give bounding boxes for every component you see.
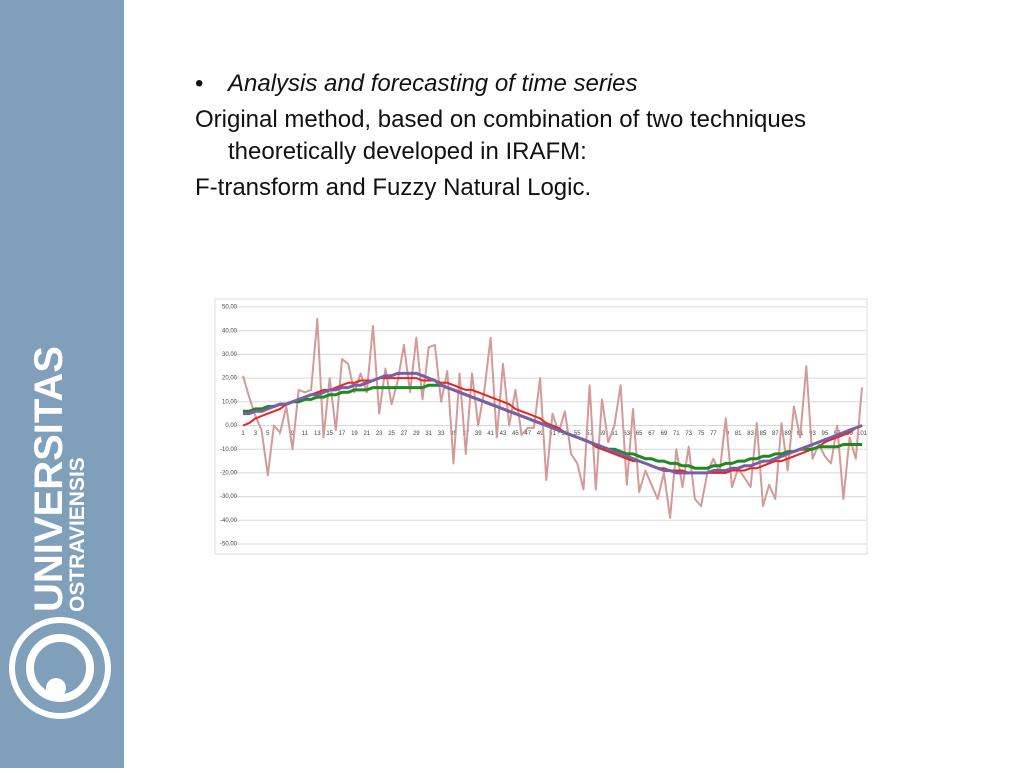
- x-tick-label: 13: [314, 431, 321, 437]
- x-tick-label: 27: [401, 431, 408, 437]
- slide-text: • Analysis and forecasting of time series…: [195, 68, 935, 208]
- x-tick-label: 61: [611, 431, 618, 437]
- x-tick-label: 89: [784, 431, 791, 437]
- y-tick-label: 50,00: [222, 305, 238, 311]
- y-tick-label: -10,00: [220, 447, 238, 453]
- y-tick-label: -30,00: [220, 494, 238, 500]
- x-tick-label: 7: [278, 431, 282, 437]
- logo-name: UNIVERSITAS: [27, 346, 71, 612]
- x-tick-label: 79: [722, 431, 729, 437]
- x-tick-label: 83: [747, 431, 754, 437]
- x-tick-label: 1: [241, 431, 245, 437]
- x-tick-label: 17: [339, 431, 346, 437]
- logo: UNIVERSITAS OSTRAVIENSIS: [9, 346, 111, 719]
- logo-circle: [26, 634, 94, 702]
- x-tick-label: 23: [376, 431, 383, 437]
- x-tick-label: 25: [388, 431, 395, 437]
- x-tick-label: 85: [760, 431, 767, 437]
- x-tick-label: 29: [413, 431, 420, 437]
- x-tick-label: 31: [425, 431, 432, 437]
- y-tick-label: 10,00: [222, 399, 238, 405]
- side-bar: UNIVERSITAS OSTRAVIENSIS: [0, 0, 124, 768]
- y-tick-label: -50,00: [220, 542, 238, 548]
- bullet-text: Analysis and forecasting of time series: [228, 70, 638, 97]
- x-tick-label: 33: [438, 431, 445, 437]
- x-tick-label: 77: [710, 431, 717, 437]
- x-tick-label: 39: [475, 431, 482, 437]
- y-tick-label: 20,00: [222, 376, 238, 382]
- x-tick-label: 43: [500, 431, 507, 437]
- x-tick-label: 45: [512, 431, 519, 437]
- y-tick-label: -40,00: [220, 518, 238, 524]
- x-tick-label: 73: [685, 431, 692, 437]
- x-tick-label: 5: [266, 431, 270, 437]
- x-tick-label: 75: [698, 431, 705, 437]
- logo-dot: [46, 678, 66, 698]
- x-tick-label: 3: [254, 431, 258, 437]
- x-tick-label: 101: [857, 431, 868, 437]
- chart-frame: [214, 298, 868, 555]
- x-tick-label: 69: [661, 431, 668, 437]
- x-tick-label: 65: [636, 431, 643, 437]
- y-tick-label: 40,00: [222, 328, 238, 334]
- x-tick-label: 21: [363, 431, 370, 437]
- y-tick-label: -20,00: [220, 470, 238, 476]
- x-tick-label: 71: [673, 431, 680, 437]
- x-tick-label: 35: [450, 431, 457, 437]
- y-tick-label: 30,00: [222, 352, 238, 358]
- x-tick-label: 57: [586, 431, 593, 437]
- x-tick-label: 11: [302, 431, 309, 437]
- x-tick-label: 37: [462, 431, 469, 437]
- x-tick-label: 67: [648, 431, 655, 437]
- x-tick-label: 63: [623, 431, 630, 437]
- x-tick-label: 19: [351, 431, 358, 437]
- paragraph: Original method, based on combination of…: [195, 106, 807, 165]
- x-tick-label: 59: [599, 431, 606, 437]
- logo-circle: [9, 617, 111, 719]
- series-line: [243, 371, 863, 475]
- x-tick-label: 81: [735, 431, 742, 437]
- x-tick-label: 49: [537, 431, 544, 437]
- x-tick-label: 47: [524, 431, 531, 437]
- x-tick-label: 9: [291, 431, 295, 437]
- x-tick-label: 15: [326, 431, 333, 437]
- y-tick-label: 0,00: [225, 423, 237, 429]
- x-tick-label: 99: [846, 431, 853, 437]
- series-line: [242, 377, 863, 474]
- series-line: [242, 317, 863, 519]
- x-tick-label: 95: [822, 431, 829, 437]
- paragraph: F-transform and Fuzzy Natural Logic.: [195, 174, 592, 201]
- x-tick-label: 41: [487, 431, 494, 437]
- x-tick-label: 93: [809, 431, 816, 437]
- x-tick-label: 51: [549, 431, 556, 437]
- logo-subname: OSTRAVIENSIS: [66, 457, 89, 612]
- x-tick-label: 55: [574, 431, 581, 437]
- bullet: • Analysis and forecasting of time series: [195, 70, 638, 97]
- x-tick-label: 87: [772, 431, 779, 437]
